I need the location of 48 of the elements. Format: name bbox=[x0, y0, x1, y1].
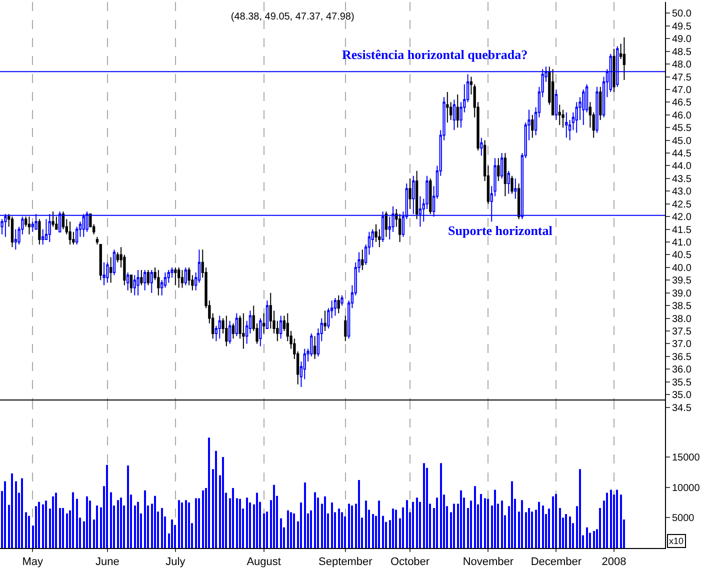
y-tick-label: 40.5 bbox=[672, 250, 692, 262]
y-tick-label: 42.0 bbox=[672, 212, 692, 224]
y-tick-label: 36.0 bbox=[672, 364, 692, 376]
x-tick-label: 2008 bbox=[602, 556, 626, 568]
y-tick-label: 5000 bbox=[672, 513, 695, 524]
y-tick-label: 46.5 bbox=[672, 98, 692, 109]
x-tick-label: June bbox=[96, 556, 120, 568]
y-tick-label: 35.0 bbox=[672, 390, 692, 402]
y-tick-label: 34.5 bbox=[672, 402, 692, 414]
y-tick-label: 47.0 bbox=[672, 84, 692, 96]
y-tick-label: 42.5 bbox=[672, 199, 692, 210]
ref-line-label: Resistência horizontal quebrada? bbox=[342, 47, 528, 62]
text: (48.38, 49.05, 47.37, 47.98) bbox=[230, 12, 354, 23]
y-tick-label: 37.0 bbox=[672, 339, 692, 350]
y-tick-label: 38.0 bbox=[672, 314, 692, 325]
y-tick-label: 49.0 bbox=[672, 34, 692, 46]
ref-line-label: Suporte horizontal bbox=[448, 223, 553, 238]
y-tick-label: 15000 bbox=[672, 452, 700, 464]
y-tick-label: 48.5 bbox=[672, 46, 692, 58]
y-tick-label: 39.5 bbox=[672, 276, 692, 287]
x-tick-label: August bbox=[246, 556, 281, 568]
y-tick-label: 46.0 bbox=[672, 110, 692, 122]
y-tick-label: 44.5 bbox=[672, 148, 692, 160]
x-tick-label: October bbox=[390, 556, 430, 568]
x-tick-label: September bbox=[318, 556, 373, 568]
y-tick-label: 35.5 bbox=[672, 377, 692, 388]
y-tick-label: 40.0 bbox=[672, 262, 692, 274]
x-tick-label: November bbox=[462, 556, 514, 568]
y-tick-label: 49.5 bbox=[672, 21, 692, 32]
x-tick-label: July bbox=[166, 556, 186, 568]
y-tick-label: 43.5 bbox=[672, 174, 692, 185]
y-tick-label: 39.0 bbox=[672, 288, 692, 300]
y-tick-label: 41.0 bbox=[672, 238, 692, 249]
y-tick-label: 38.5 bbox=[672, 301, 692, 312]
y-tick-label: 45.5 bbox=[672, 123, 692, 134]
y-tick-label: 44.0 bbox=[672, 161, 692, 172]
text: x10 bbox=[669, 536, 684, 546]
y-tick-label: 43.0 bbox=[672, 186, 692, 198]
y-tick-label: 47.5 bbox=[672, 72, 692, 84]
y-tick-label: 48.0 bbox=[672, 60, 692, 71]
y-tick-label: 37.5 bbox=[672, 326, 692, 338]
y-tick-label: 41.5 bbox=[672, 224, 692, 236]
y-tick-label: 45.0 bbox=[672, 136, 692, 147]
y-tick-label: 36.5 bbox=[672, 352, 692, 363]
y-tick-label: 50.0 bbox=[672, 8, 692, 20]
y-tick-label: 10000 bbox=[672, 482, 700, 494]
x-tick-label: May bbox=[22, 556, 44, 568]
x-tick-label: December bbox=[530, 556, 582, 568]
